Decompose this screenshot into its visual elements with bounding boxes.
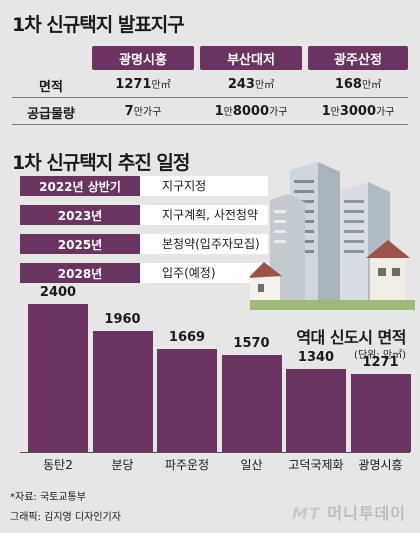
schedule-year: 2022년 상반기: [20, 176, 140, 196]
row-label-supply: 공급물량: [27, 107, 75, 122]
section2-title: 1차 신규택지 추진 일정: [12, 152, 190, 174]
bar: [157, 349, 217, 452]
column-header-3: 광주산정: [308, 46, 408, 70]
brand-mt: MT: [291, 504, 321, 523]
schedule-desc: 지구지정: [162, 179, 207, 193]
area-cell-1: 1271만㎡: [115, 77, 171, 92]
buildings-illustration: [250, 162, 415, 310]
bar-value-label: 1669: [168, 330, 206, 346]
supply-cell-3: 1만3000가구: [321, 104, 395, 119]
category-label: 분당: [111, 458, 134, 472]
bar: [350, 373, 411, 452]
brand-name: 머니투데이: [327, 504, 406, 523]
category-label: 일산: [240, 458, 263, 472]
bar-value-label: 1271: [362, 354, 399, 370]
category-label: 파주운정: [164, 458, 210, 472]
schedule-desc: 본청약(입주자모집): [162, 237, 260, 251]
schedule-row: 2023년 지구계획, 사전청약: [20, 205, 268, 225]
bar: [28, 304, 88, 452]
schedule-year: 2025년: [20, 234, 140, 254]
row-label-area: 면적: [39, 80, 63, 95]
supply-cell-1: 7만가구: [124, 104, 162, 119]
bar-value-label: 1340: [297, 350, 335, 366]
bar-value-label: 1960: [104, 312, 141, 328]
brand-logo: MT 머니투데이: [292, 500, 406, 524]
area-cell-3: 168만㎡: [334, 77, 382, 92]
table-bottom-line: [12, 124, 408, 125]
supply-cell-2: 1만8000가구: [214, 104, 288, 119]
chart-unit: (단위: 만㎡): [354, 350, 406, 361]
table-divider: [12, 97, 408, 98]
area-cell-2: 243만㎡: [227, 77, 275, 92]
schedule-row: 2025년 본청약(입주자모집): [20, 234, 268, 254]
graphic-credit: 그래픽: 김지영 디자인기자: [10, 512, 121, 523]
source-note: *자료: 국토교통부: [10, 492, 86, 503]
schedule-year: 2028년: [20, 263, 140, 283]
bar-value-label: 2400: [39, 285, 77, 300]
schedule-desc: 입주(예정): [162, 266, 216, 280]
schedule-row: 2028년 입주(예정): [20, 263, 268, 283]
schedule-row: 2022년 상반기 지구지정: [20, 176, 268, 196]
schedule-desc: 지구계획, 사전청약: [162, 208, 258, 222]
bar: [92, 331, 153, 452]
category-label: 동탄2: [43, 458, 73, 472]
chart-title: 역대 신도시 면적: [296, 328, 406, 347]
bar: [286, 369, 346, 452]
bar: [221, 355, 282, 452]
chart-baseline: [20, 452, 410, 453]
schedule-year: 2023년: [20, 205, 140, 225]
column-header-2: 부산대저: [200, 46, 302, 70]
bar-value-label: 1570: [233, 336, 270, 352]
category-label: 고덕국제화: [288, 458, 344, 472]
category-label: 광명시흥: [358, 458, 403, 472]
column-header-1: 광명시흥: [92, 46, 194, 70]
section1-title: 1차 신규택지 발표지구: [12, 14, 185, 36]
